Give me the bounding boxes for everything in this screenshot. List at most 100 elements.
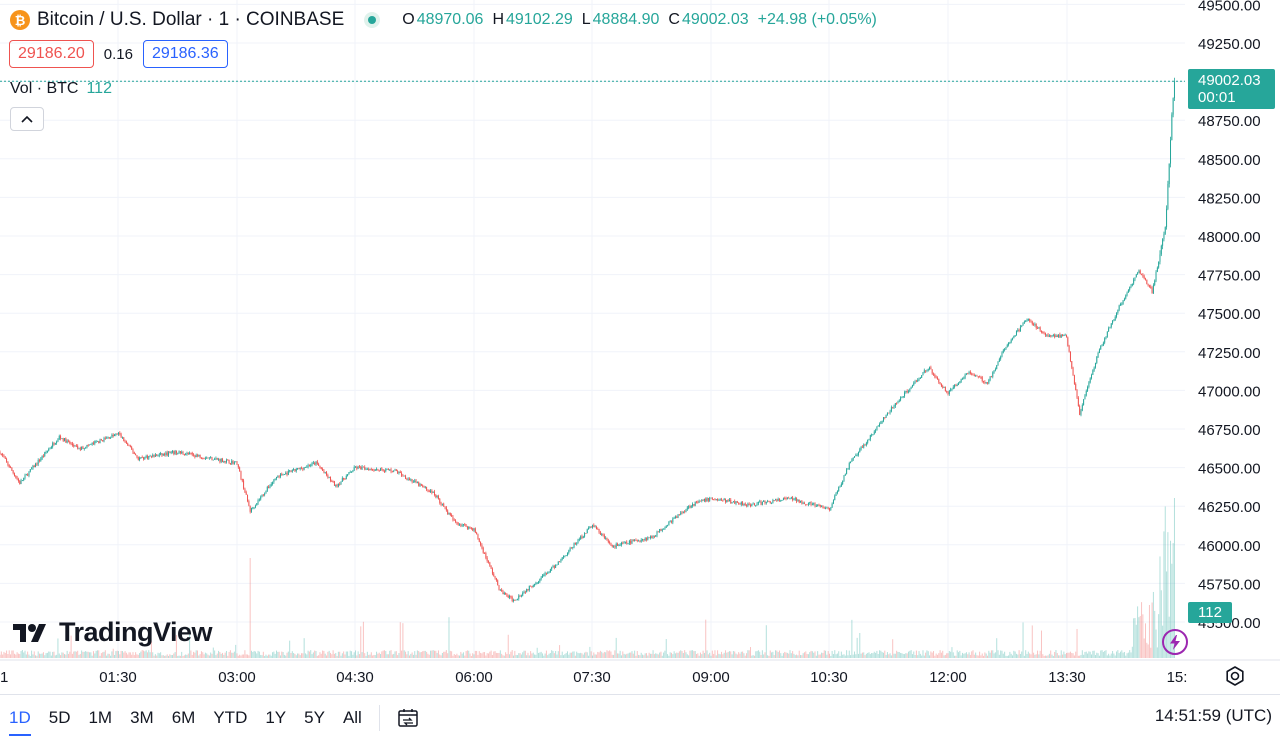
candle-body: [416, 482, 418, 483]
candle-body: [430, 490, 432, 493]
volume-bar: [210, 652, 212, 658]
timeframe-1m[interactable]: 1M: [88, 708, 113, 727]
candle-body: [701, 500, 703, 502]
candle-body: [1073, 375, 1075, 385]
candle-body: [510, 595, 512, 598]
candle-body: [705, 498, 707, 502]
lightning-button[interactable]: [1162, 629, 1188, 655]
symbol-title[interactable]: Bitcoin / U.S. Dollar · 1 · COINBASE: [37, 9, 345, 30]
ask-price-button[interactable]: 29186.36: [142, 40, 228, 68]
volume-bar: [336, 655, 338, 658]
volume-bar: [445, 650, 447, 658]
candle-body: [652, 536, 654, 538]
candle-body: [212, 459, 214, 461]
candle-body: [668, 522, 670, 526]
candle-body: [352, 470, 354, 473]
volume-bar: [925, 652, 927, 658]
candle-body: [843, 475, 845, 482]
volume-bar: [124, 651, 126, 658]
candle-body: [578, 539, 580, 541]
candle-body: [173, 451, 175, 455]
candle-body: [239, 467, 241, 472]
volume-bar: [840, 651, 842, 658]
candle-body: [189, 452, 191, 454]
candle-body: [798, 499, 800, 503]
volume-label[interactable]: Vol · BTC: [10, 80, 79, 97]
price-tick-label: 47500.00: [1198, 306, 1261, 323]
candle-body: [127, 443, 129, 446]
candle-body: [930, 367, 932, 370]
volume-bar: [1017, 654, 1019, 658]
volume-bar: [171, 655, 173, 658]
volume-bar: [1034, 654, 1036, 658]
timeframe-5y[interactable]: 5Y: [304, 708, 325, 727]
candle-body: [253, 507, 255, 509]
timeframe-ytd[interactable]: YTD: [213, 708, 248, 727]
candle-body: [78, 448, 80, 450]
volume-bar: [763, 654, 765, 658]
volume-bar: [698, 655, 700, 658]
volume-bar: [722, 654, 724, 658]
volume-bar: [1079, 655, 1081, 658]
time-tick-label: 07:30: [573, 669, 611, 686]
timeframe-3m[interactable]: 3M: [130, 708, 154, 727]
candle-body: [310, 465, 312, 467]
volume-bar: [464, 655, 466, 658]
volume-bar: [1145, 623, 1146, 658]
candle-body: [876, 426, 878, 431]
volume-bar: [357, 651, 359, 658]
candle-body: [290, 470, 292, 472]
volume-bar: [40, 653, 42, 658]
volume-bar: [917, 655, 919, 658]
candle-body: [1019, 326, 1021, 332]
candle-body: [301, 467, 303, 469]
candle-body: [385, 469, 387, 472]
candle-body: [358, 466, 360, 468]
volume-bar: [83, 651, 85, 658]
utc-clock[interactable]: 14:51:59 (UTC): [1154, 706, 1272, 725]
candle-body: [971, 373, 973, 375]
candle-body: [1052, 334, 1054, 336]
volume-bar: [577, 652, 579, 658]
candle-body: [994, 369, 996, 371]
volume-bar: [1143, 638, 1145, 658]
candle-body: [299, 467, 301, 469]
volume-bar: [455, 655, 457, 658]
timeframe-5d[interactable]: 5D: [48, 708, 71, 727]
volume-bar: [67, 653, 69, 658]
price-chart[interactable]: 45500.0045750.0046000.0046250.0046500.00…: [0, 0, 1280, 694]
volume-bar: [620, 655, 622, 658]
timeframe-1y[interactable]: 1Y: [265, 708, 287, 727]
candle-body: [423, 486, 425, 488]
volume-bar: [154, 654, 156, 658]
candle-body: [1055, 335, 1057, 338]
volume-bar: [75, 651, 77, 658]
settings-gear-icon[interactable]: [1224, 665, 1246, 687]
candle-body: [13, 473, 15, 477]
volume-legend: Vol · BTC 112: [10, 80, 112, 98]
volume-bar: [961, 652, 963, 658]
volume-bar: [1000, 650, 1002, 658]
candle-body: [374, 469, 376, 471]
collapse-legend-button[interactable]: [10, 107, 44, 131]
volume-bar: [956, 650, 958, 658]
volume-bar: [879, 650, 881, 658]
candle-body: [615, 543, 617, 548]
compare-calendar-icon[interactable]: [396, 706, 420, 730]
volume-bar: [462, 652, 464, 658]
volume-bar: [826, 654, 828, 658]
candle-body: [129, 445, 131, 447]
volume-bar: [1087, 653, 1089, 658]
timeframe-6m[interactable]: 6M: [171, 708, 196, 727]
candle-body: [223, 460, 225, 463]
candle-body: [990, 376, 992, 378]
candle-body: [162, 453, 164, 456]
candle-body: [27, 474, 29, 476]
bid-price-button[interactable]: 29186.20: [9, 40, 94, 68]
tradingview-logo[interactable]: TradingView: [13, 617, 213, 648]
timeframe-1d[interactable]: 1D: [0, 700, 40, 736]
timeframe-all[interactable]: All: [342, 708, 362, 727]
candle-body: [560, 559, 562, 562]
candle-body: [805, 504, 807, 505]
bottom-toolbar-divider: [0, 694, 1280, 695]
